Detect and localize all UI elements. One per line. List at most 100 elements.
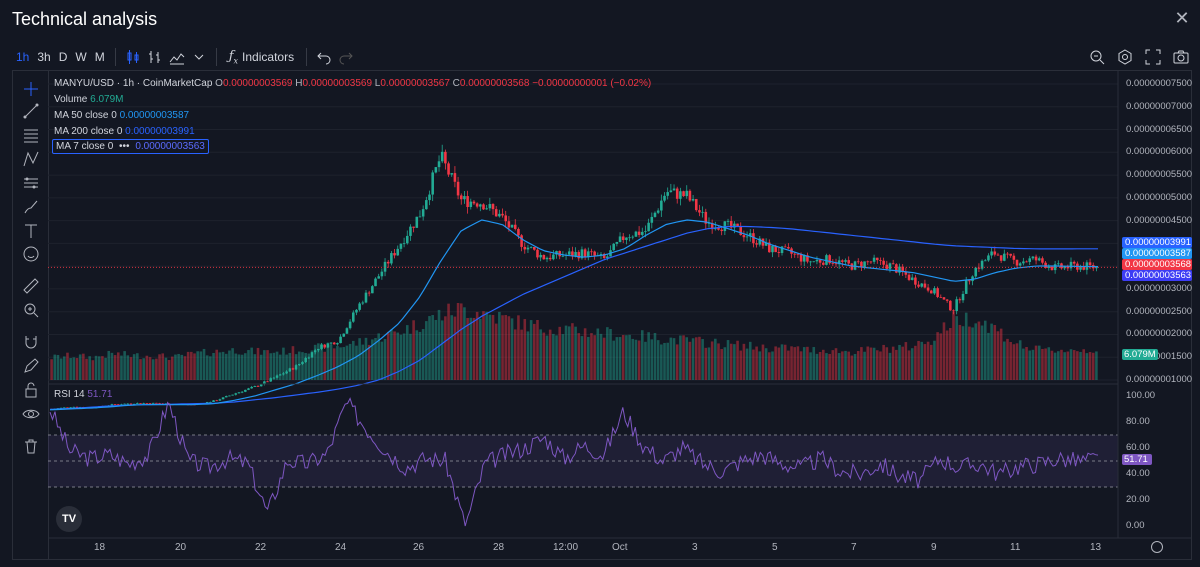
candle-body <box>701 211 704 213</box>
ma50-legend[interactable]: MA 50 close 0 0.00000003587 <box>54 110 189 121</box>
candle-body <box>237 392 241 394</box>
fx-icon: ƒx <box>228 48 239 66</box>
more-options-icon[interactable]: ••• <box>119 141 130 152</box>
chevron-down-icon[interactable] <box>188 46 210 68</box>
volume-bar <box>434 319 438 380</box>
timeframe-1h[interactable]: 1h <box>16 50 30 64</box>
volume-bar <box>1031 349 1035 380</box>
volume-bar <box>447 303 450 380</box>
zoom-in-icon[interactable] <box>21 300 41 320</box>
rsi-legend[interactable]: RSI 14 51.71 <box>54 389 112 400</box>
volume-bar <box>285 354 288 380</box>
volume-bar <box>345 345 349 380</box>
candle-body <box>771 245 774 253</box>
candle-body <box>863 261 866 268</box>
candle-body <box>631 236 635 238</box>
candle-body <box>453 173 457 182</box>
candle-body <box>326 343 330 348</box>
undo-icon[interactable] <box>313 46 335 68</box>
volume-bar <box>812 347 816 380</box>
candle-body <box>517 228 520 236</box>
volume-bar <box>520 329 523 380</box>
volume-bar <box>475 311 479 380</box>
price-axis-label: 0.00000004500 <box>1126 214 1193 226</box>
volume-bar <box>790 346 793 380</box>
candle-body <box>612 243 615 251</box>
candle-body <box>336 343 339 345</box>
volume-bar <box>856 351 860 380</box>
candle-body <box>917 284 920 287</box>
candle-body <box>351 312 355 322</box>
volume-bar <box>332 348 336 380</box>
tradingview-logo[interactable]: TV <box>56 506 82 532</box>
volume-bar <box>647 332 650 380</box>
camera-icon[interactable] <box>1170 46 1192 68</box>
zoom-out-icon[interactable] <box>1086 46 1108 68</box>
volume-bar <box>704 347 708 380</box>
ma200-label: MA 200 close 0 <box>54 126 123 137</box>
indicators-button[interactable]: ƒx Indicators <box>223 46 300 68</box>
settings-icon[interactable] <box>1114 46 1136 68</box>
candle-body <box>132 403 136 405</box>
volume-bar <box>358 338 361 380</box>
brush-icon[interactable] <box>21 197 41 217</box>
ruler-icon[interactable] <box>21 276 41 296</box>
volume-bar <box>348 343 352 380</box>
ma200-legend[interactable]: MA 200 close 0 0.00000003991 <box>54 126 195 137</box>
timeframe-3h[interactable]: 3h <box>37 50 51 64</box>
volume-bar <box>758 351 762 380</box>
fullscreen-icon[interactable] <box>1142 46 1164 68</box>
candle-body <box>666 192 669 196</box>
emoji-icon[interactable] <box>21 244 41 264</box>
candles-icon[interactable] <box>122 46 144 68</box>
volume-bar <box>405 325 409 380</box>
chart-type-icon[interactable] <box>166 46 188 68</box>
timeframe-d[interactable]: D <box>58 50 68 64</box>
candle-body <box>205 401 209 404</box>
volume-bar <box>694 337 698 380</box>
volume-bar <box>161 353 165 380</box>
text-icon[interactable] <box>21 221 41 241</box>
volume-bar <box>577 333 581 380</box>
toolbar-divider <box>306 48 308 66</box>
trash-icon[interactable] <box>21 436 41 456</box>
crosshair-icon[interactable] <box>21 79 41 99</box>
candle-body <box>116 404 120 406</box>
volume-bar <box>399 334 403 380</box>
volume-bar <box>888 352 892 380</box>
volume-bar <box>869 347 873 380</box>
ma7-legend[interactable]: MA 7 close 0 ••• 0.00000003563 <box>52 139 209 154</box>
eye-icon[interactable] <box>21 404 41 424</box>
pattern-icon[interactable] <box>21 149 41 169</box>
volume-bar <box>440 320 444 380</box>
volume-legend[interactable]: Volume 6.079M <box>54 94 124 105</box>
lock-pencil-icon[interactable] <box>21 356 41 376</box>
timeframe-w[interactable]: W <box>75 50 87 64</box>
volume-bar <box>939 333 943 380</box>
symbol-label[interactable]: MANYU/USD · 1h · CoinMarketCap <box>54 78 213 89</box>
timeframe-m[interactable]: M <box>94 50 105 64</box>
low-label: L <box>374 78 381 89</box>
candle-body <box>298 364 301 366</box>
volume-bar <box>212 352 215 380</box>
bars-compare-icon[interactable] <box>144 46 166 68</box>
candle-body <box>952 310 955 312</box>
fib-lines-icon[interactable] <box>21 125 41 145</box>
volume-bar <box>853 353 857 380</box>
redo-icon[interactable] <box>335 46 357 68</box>
forecast-icon[interactable] <box>21 173 41 193</box>
volume-bar <box>895 349 898 380</box>
ma50-line <box>49 219 1099 411</box>
settings-gear-icon[interactable] <box>1151 541 1163 553</box>
magnet-icon[interactable] <box>21 332 41 352</box>
candle-body <box>739 226 743 236</box>
close-icon[interactable]: ✕ <box>1174 8 1190 28</box>
volume-bar <box>802 347 806 380</box>
candle-body <box>621 236 625 240</box>
volume-bar <box>472 317 476 380</box>
volume-bar <box>1015 343 1019 380</box>
trend-line-icon[interactable] <box>21 101 41 121</box>
volume-bar <box>282 347 285 380</box>
lock-icon[interactable] <box>21 380 41 400</box>
